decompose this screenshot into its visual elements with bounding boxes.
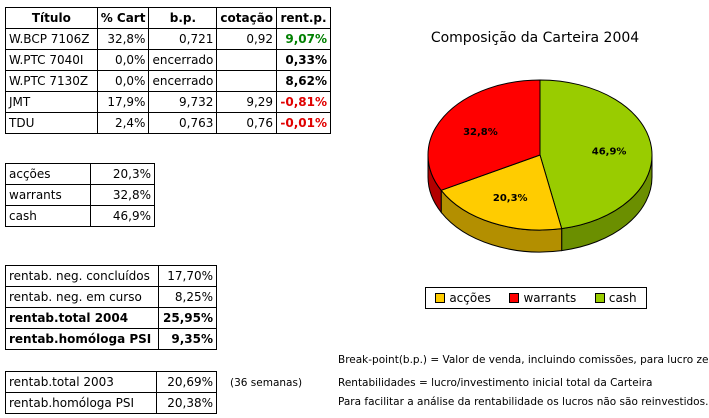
cell-rent: -0,81%	[276, 91, 331, 113]
cell-alloc-value: 32,8%	[89, 184, 156, 206]
cell-bp: 0,721	[148, 28, 218, 50]
cell-cart: 2,4%	[96, 112, 150, 134]
chart-title: Composição da Carteira 2004	[430, 30, 640, 46]
cell-alloc-label: acções	[5, 163, 91, 185]
cell-rent: 9,07%	[276, 28, 331, 50]
cell-bp: 9,732	[148, 91, 218, 113]
cell-rentab-value: 8,25%	[157, 286, 218, 308]
pie-label-cash: 46,9%	[592, 146, 627, 157]
table-row: W.PTC 7130Z 0,0% encerrado 8,62%	[5, 70, 331, 92]
cell-bp: 0,763	[148, 112, 218, 134]
cell-rentab-label: rentab.total 2004	[5, 307, 159, 329]
holdings-header-row: Título % Cart b.p. cotação rent.p.	[5, 7, 331, 29]
cell-cart: 0,0%	[96, 70, 150, 92]
table-row: TDU 2,4% 0,763 0,76 -0,01%	[5, 112, 331, 134]
note-reinvest: Para facilitar a análise da rentabilidad…	[338, 396, 709, 408]
holdings-table: Título % Cart b.p. cotação rent.p. W.BCP…	[5, 7, 331, 134]
table-row: rentab. neg. concluídos 17,70%	[5, 265, 218, 287]
cell-rentab-label: rentab.homóloga PSI	[5, 328, 159, 350]
cell-rentab2003-label: rentab.homóloga PSI	[5, 392, 157, 414]
pie-chart: 46,9% 20,3% 32,8%	[427, 79, 653, 253]
rentab-table: rentab. neg. concluídos 17,70% rentab. neg…	[5, 265, 218, 350]
cell-cotacao: 9,29	[216, 91, 278, 113]
table-row: W.BCP 7106Z 32,8% 0,721 0,92 9,07%	[5, 28, 331, 50]
pie-label-warrants: 32,8%	[463, 127, 498, 138]
table-row: rentab.total 2004 25,95%	[5, 307, 218, 329]
legend-swatch	[594, 293, 605, 303]
cell-cotacao: 0,92	[216, 28, 278, 50]
table-row: acções 20,3%	[5, 163, 156, 185]
cell-alloc-label: warrants	[5, 184, 91, 206]
table-row: rentab.homóloga PSI 20,38%	[5, 392, 218, 414]
cell-rent: 0,33%	[276, 49, 331, 71]
cell-cotacao	[216, 70, 278, 92]
legend-label: cash	[608, 291, 637, 305]
table-row: rentab.homóloga PSI 9,35%	[5, 328, 218, 350]
cell-alloc-value: 20,3%	[89, 163, 156, 185]
table-row: W.PTC 7040I 0,0% encerrado 0,33%	[5, 49, 331, 71]
cell-titulo: W.PTC 7040I	[5, 49, 98, 71]
cell-titulo: JMT	[5, 91, 98, 113]
table-row: warrants 32,8%	[5, 184, 156, 206]
legend-swatch	[435, 293, 446, 303]
cell-titulo: W.PTC 7130Z	[5, 70, 98, 92]
pie-slice-cash	[539, 79, 653, 230]
cell-rent: 8,62%	[276, 70, 331, 92]
cell-cart: 32,8%	[96, 28, 150, 50]
weeks-note: (36 semanas)	[230, 377, 303, 389]
cell-alloc-label: cash	[5, 205, 91, 227]
table-row: cash 46,9%	[5, 205, 156, 227]
table-row: rentab. neg. em curso 8,25%	[5, 286, 218, 308]
legend-label: acções	[449, 291, 491, 305]
cell-rentab-value: 17,70%	[157, 265, 218, 287]
cell-rentab-label: rentab. neg. concluídos	[5, 265, 159, 287]
header-bp: b.p.	[148, 7, 218, 29]
cell-rentab2003-value: 20,38%	[155, 392, 218, 414]
chart-legend: acções warrants cash	[425, 287, 647, 309]
cell-rentab-value: 9,35%	[157, 328, 218, 350]
cell-rent: -0,01%	[276, 112, 331, 134]
cell-bp: encerrado	[148, 70, 218, 92]
header-cotacao: cotação	[216, 7, 278, 29]
legend-item-cash: cash	[594, 291, 637, 305]
header-titulo: Título	[5, 7, 98, 29]
cell-rentab2003-label: rentab.total 2003	[5, 371, 157, 393]
table-row: rentab.total 2003 20,69%	[5, 371, 218, 393]
cell-titulo: W.BCP 7106Z	[5, 28, 98, 50]
cell-rentab-value: 25,95%	[157, 307, 218, 329]
cell-titulo: TDU	[5, 112, 98, 134]
cell-rentab2003-value: 20,69%	[155, 371, 218, 393]
cell-alloc-value: 46,9%	[89, 205, 156, 227]
rentab-2003-table: rentab.total 2003 20,69% rentab.homóloga P…	[5, 371, 218, 414]
legend-item-warrants: warrants	[509, 291, 576, 305]
legend-item-acções: acções	[435, 291, 491, 305]
pie-slice-warrants	[427, 79, 541, 191]
cell-cotacao: 0,76	[216, 112, 278, 134]
note-rentabilidades: Rentabilidades = lucro/investimento inic…	[338, 377, 653, 389]
legend-label: warrants	[523, 291, 577, 305]
legend-swatch	[509, 293, 520, 303]
table-row: JMT 17,9% 9,732 9,29 -0,81%	[5, 91, 331, 113]
pie-label-acções: 20,3%	[493, 193, 528, 204]
allocation-table: acções 20,3% warrants 32,8% cash 46,9%	[5, 163, 156, 227]
note-break-point: Break-point(b.p.) = Valor de venda, incl…	[338, 354, 709, 366]
cell-cotacao	[216, 49, 278, 71]
cell-cart: 0,0%	[96, 49, 150, 71]
header-rent: rent.p.	[276, 7, 331, 29]
cell-cart: 17,9%	[96, 91, 150, 113]
cell-rentab-label: rentab. neg. em curso	[5, 286, 159, 308]
pie-slice-acções	[440, 154, 563, 231]
header-cart: % Cart	[96, 7, 150, 29]
cell-bp: encerrado	[148, 49, 218, 71]
